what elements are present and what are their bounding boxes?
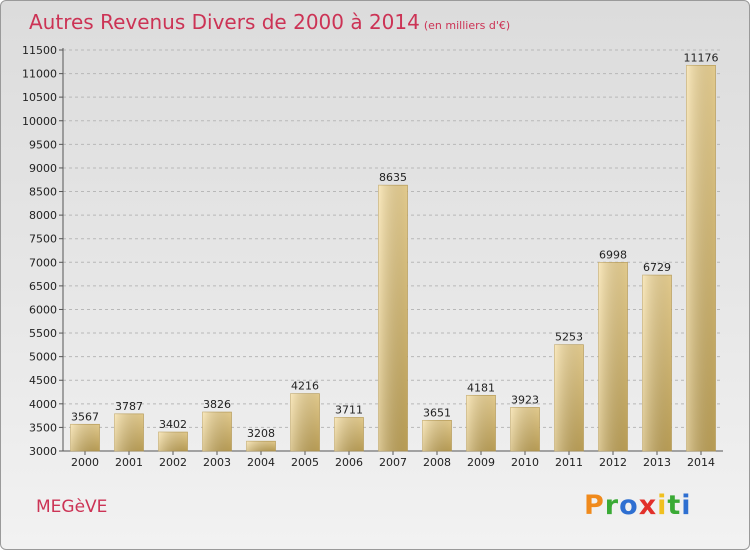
y-tick-label: 8000 [29, 209, 57, 222]
logo-letter: P [584, 490, 605, 521]
bar-shade [202, 412, 232, 451]
chart-subtitle: (en milliers d'€) [423, 19, 511, 32]
labels: 3567 2000 3787 2001 3402 2002 3826 2003 3208 2004… [71, 51, 719, 469]
x-tick-label: 2001 [115, 456, 143, 469]
bar-value-label: 4216 [291, 380, 319, 393]
bar-value-label: 3787 [115, 400, 143, 413]
y-tick-label: 11500 [22, 44, 57, 57]
bar-shade [334, 417, 364, 451]
logo-letter: x [638, 490, 658, 521]
logo-letter: o [619, 490, 639, 521]
chart-title: Autres Revenus Divers de 2000 à 2014 (en … [29, 10, 511, 34]
bar-shade [114, 413, 144, 451]
y-tick-label: 9500 [29, 138, 57, 151]
y-tick-label: 7500 [29, 233, 57, 246]
y-tick-label: 9000 [29, 162, 57, 175]
logo-letter: t [667, 490, 682, 521]
bar-shade [554, 344, 584, 451]
y-tick-label: 4000 [29, 398, 57, 411]
x-tick-label: 2002 [159, 456, 187, 469]
y-tick-label: 3000 [29, 445, 57, 458]
x-tick-label: 2011 [555, 456, 583, 469]
y-tick-label: 7000 [29, 256, 57, 269]
bar-shade [510, 407, 540, 451]
bar-value-label: 6729 [643, 261, 671, 274]
bar-value-label: 11176 [684, 51, 719, 64]
bar-shade [598, 262, 628, 451]
x-tick-label: 2006 [335, 456, 363, 469]
x-tick-label: 2007 [379, 456, 407, 469]
bar-value-label: 3402 [159, 418, 187, 431]
y-tick-label: 5500 [29, 327, 57, 340]
y-tick-label: 5000 [29, 351, 57, 364]
x-tick-label: 2005 [291, 456, 319, 469]
x-tick-label: 2004 [247, 456, 275, 469]
bar-value-label: 6998 [599, 248, 627, 261]
y-tick-label: 10000 [22, 115, 57, 128]
bar-shade [378, 185, 408, 451]
bar-shade [686, 65, 716, 451]
bar-shade [70, 424, 100, 451]
y-tick-label: 3500 [29, 421, 57, 434]
x-tick-label: 2013 [643, 456, 671, 469]
y-tick-label: 10500 [22, 91, 57, 104]
bar-value-label: 3711 [335, 403, 363, 416]
bar-shade [246, 441, 276, 451]
city-name: MEGèVE [36, 497, 108, 517]
logo-letter: i [681, 490, 692, 521]
y-tick-label: 4500 [29, 374, 57, 387]
x-tick-label: 2008 [423, 456, 451, 469]
bar-value-label: 3923 [511, 393, 539, 406]
proxiti-logo[interactable]: Proxiti [584, 490, 692, 521]
y-tick-label: 6000 [29, 303, 57, 316]
x-tick-label: 2012 [599, 456, 627, 469]
bar-value-label: 5253 [555, 331, 583, 344]
x-tick-label: 2000 [71, 456, 99, 469]
bar-value-label: 8635 [379, 171, 407, 184]
logo-letter: r [604, 490, 620, 521]
bar-shade [158, 432, 188, 451]
x-tick-label: 2014 [687, 456, 715, 469]
bar-value-label: 4181 [467, 381, 495, 394]
bar-value-label: 3826 [203, 398, 231, 411]
bar-value-label: 3208 [247, 427, 275, 440]
y-tick-label: 11000 [22, 68, 57, 81]
y-tick-label: 6500 [29, 280, 57, 293]
x-tick-label: 2009 [467, 456, 495, 469]
bars [70, 64, 716, 452]
y-tick-label: 8500 [29, 186, 57, 199]
logo-letter: i [657, 490, 668, 521]
bar-value-label: 3651 [423, 406, 451, 419]
bar-shade [642, 275, 672, 451]
bar-shade [466, 395, 496, 451]
bar-shade [422, 420, 452, 451]
x-tick-label: 2003 [203, 456, 231, 469]
axes: 3000 3500 4000 4500 5000 5500 6000 6500 7000 7500… [22, 44, 723, 458]
bar-value-label: 3567 [71, 410, 99, 423]
bar-shade [290, 393, 320, 451]
x-tick-label: 2010 [511, 456, 539, 469]
